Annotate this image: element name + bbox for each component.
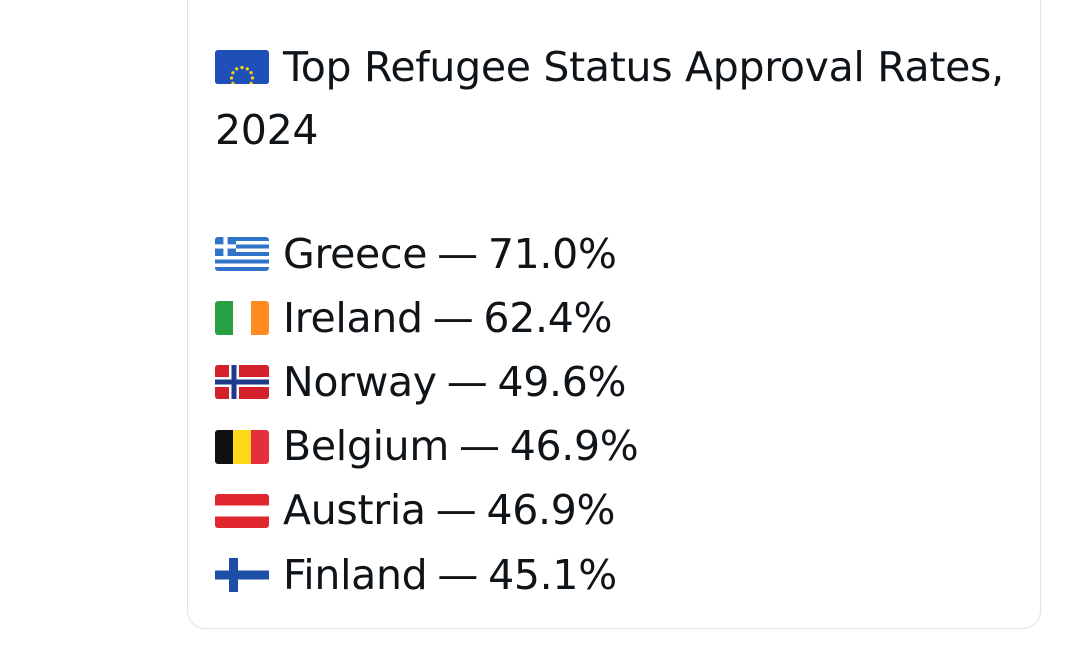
separator-dash: — [446,357,488,406]
approval-rate: 46.9% [509,422,639,471]
list-item-ireland: Ireland — 62.4% [215,286,638,350]
country-name: Belgium [283,422,449,471]
greece-flag-icon [215,237,269,272]
austria-flag-icon [215,493,269,528]
approval-rate: 45.1% [488,550,617,599]
list-item-austria: Austria — 46.9% [215,479,638,543]
country-list: Greece — 71.0% Ireland — 62.4% Norway — … [215,222,639,607]
country-name: Greece [283,229,428,278]
list-item-belgium: Belgium — 46.9% [215,415,639,479]
finland-flag-icon [215,558,269,593]
separator-dash: — [437,229,478,278]
post-card [187,0,1041,629]
norway-flag-icon [215,365,269,400]
country-name: Ireland [283,293,423,342]
eu-flag-icon [215,50,269,84]
list-item-greece: Greece — 71.0% [215,222,638,286]
belgium-flag-icon [215,429,269,464]
post-title: Top Refugee Status Approval Rates, 2024 [215,36,1015,162]
separator-dash: — [458,422,500,471]
separator-dash: — [435,486,477,535]
country-name: Norway [283,357,437,406]
ireland-flag-icon [215,301,269,336]
separator-dash: — [437,550,479,599]
list-item-norway: Norway — 49.6% [215,350,638,414]
list-item-finland: Finland — 45.1% [215,543,638,607]
country-name: Finland [283,550,428,599]
approval-rate: 46.9% [486,486,616,535]
approval-rate: 71.0% [487,229,617,278]
approval-rate: 49.6% [497,357,627,406]
post-title-text: Top Refugee Status Approval Rates, 2024 [215,43,1004,154]
country-name: Austria [283,486,426,535]
separator-dash: — [432,293,474,342]
approval-rate: 62.4% [483,293,613,342]
